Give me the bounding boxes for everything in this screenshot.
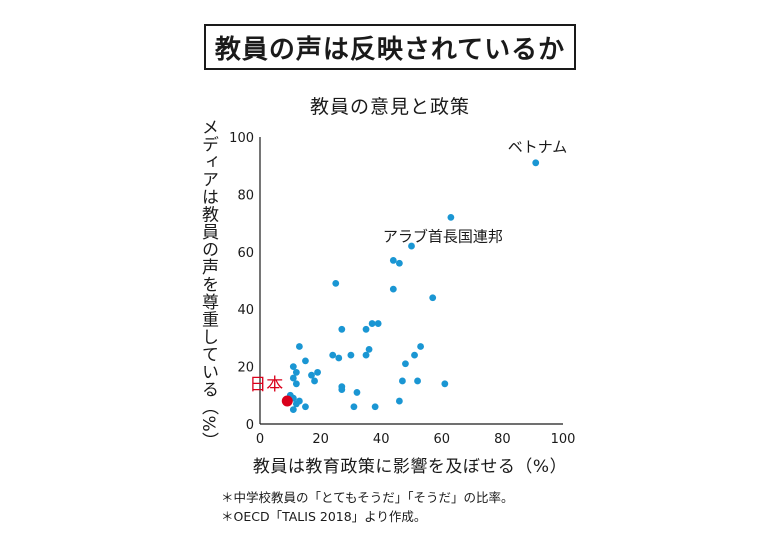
data-point: [308, 371, 315, 379]
data-point: [347, 351, 355, 359]
data-point: [408, 242, 415, 250]
data-point: [414, 377, 421, 385]
highlight-label: 日本: [249, 375, 283, 395]
point-annotation: アラブ首長国連邦: [383, 227, 503, 245]
data-point: [314, 368, 321, 376]
x-tick-label: 0: [256, 432, 264, 447]
x-axis-label: 教員は教育政策に影響を及ぼせる（%）: [252, 457, 568, 477]
data-point: [362, 325, 370, 333]
data-point: [441, 380, 449, 388]
data-point: [295, 343, 303, 350]
data-point: [353, 389, 361, 396]
x-tick-label: 40: [373, 432, 390, 447]
data-point: [365, 345, 373, 353]
data-point: [302, 357, 309, 365]
x-tick-label: 60: [434, 432, 451, 447]
footnote-1: ＊中学校教員の「とてもそうだ」「そうだ」の比率。: [221, 490, 514, 505]
y-tick-label: 60: [237, 246, 254, 261]
data-point: [389, 257, 397, 264]
y-tick-label: 40: [237, 303, 254, 318]
data-point: [447, 213, 455, 221]
data-point: [417, 343, 424, 350]
data-point: [402, 360, 409, 368]
x-tick-label: 20: [312, 432, 329, 447]
tick-labels: 0 20 40 60 80 100 0 20 40 60 80 100: [229, 131, 575, 447]
data-point: [362, 351, 370, 359]
data-point: [395, 259, 403, 267]
chart-title: 教員の意見と政策: [309, 96, 470, 118]
data-point: [389, 285, 397, 293]
y-axis-label: メディアは教員の声を尊重している（%）: [198, 118, 218, 450]
data-point: [289, 374, 297, 382]
data-point: [302, 403, 309, 411]
data-point: [429, 294, 437, 302]
point-annotation: ベトナム: [508, 138, 568, 156]
data-point: [368, 320, 376, 327]
footnotes: ＊中学校教員の「とてもそうだ」「そうだ」の比率。 ＊OECD「TALIS 201…: [221, 488, 514, 526]
data-point: [332, 279, 340, 287]
data-point: [329, 351, 337, 359]
data-point: [292, 400, 300, 408]
data-point: [350, 403, 358, 411]
highlight-point: [281, 395, 293, 407]
data-point: [335, 354, 343, 362]
axes: [259, 137, 563, 425]
y-tick-label: 80: [237, 188, 254, 203]
y-tick-label: 20: [237, 361, 254, 376]
data-point: [289, 363, 297, 370]
x-tick-label: 80: [494, 432, 511, 447]
data-point: [395, 397, 403, 405]
footnote-2: ＊OECD「TALIS 2018」より作成。: [221, 509, 427, 524]
data-point: [532, 159, 540, 167]
data-point: [292, 368, 300, 376]
data-point: [399, 377, 406, 385]
page-heading: 教員の声は反映されているか: [204, 24, 576, 70]
y-tick-label: 0: [246, 418, 254, 433]
data-point: [338, 325, 346, 333]
y-tick-label: 100: [229, 131, 254, 146]
x-tick-label: 100: [551, 432, 576, 447]
data-point: [411, 351, 418, 359]
data-point: [311, 377, 318, 385]
data-point: [371, 403, 379, 411]
data-point: [289, 406, 297, 414]
data-points: [281, 159, 540, 414]
data-point: [292, 380, 300, 388]
data-point: [374, 320, 382, 327]
data-point: [338, 386, 346, 393]
